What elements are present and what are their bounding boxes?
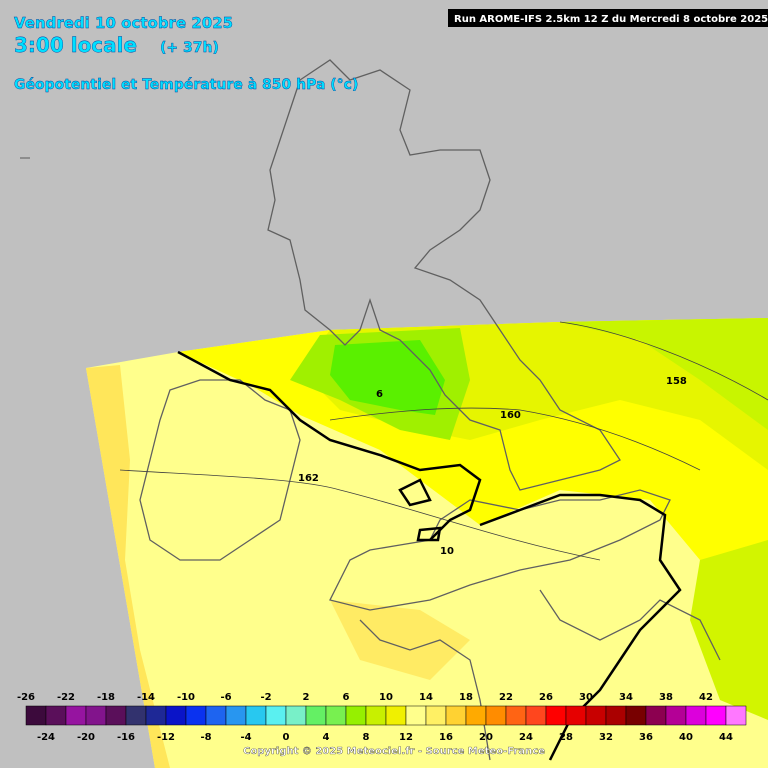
- coastline: [359, 589, 721, 761]
- scale-swatch: [705, 705, 727, 726]
- scale-swatch: [685, 705, 707, 726]
- temperature-field: [690, 540, 768, 720]
- scale-swatch: [165, 705, 187, 726]
- scale-label: 36: [639, 732, 653, 743]
- temperature-field: [560, 318, 768, 430]
- scale-swatch: [585, 705, 607, 726]
- geopotential-label: 162: [298, 473, 319, 484]
- scale-label: 10: [379, 692, 393, 703]
- scale-swatch: [525, 705, 547, 726]
- scale-label: 14: [419, 692, 433, 703]
- scale-label: 30: [579, 692, 593, 703]
- scale-label: -2: [260, 692, 271, 703]
- scale-label: 32: [599, 732, 613, 743]
- scale-swatch: [345, 705, 367, 726]
- lead-time: (+ 37h): [160, 40, 219, 56]
- scale-swatch: [725, 705, 747, 726]
- scale-label: -26: [17, 692, 35, 703]
- color-scale: -26-24-22-20-18-16-14-12-10-8-6-4-202468…: [17, 692, 747, 743]
- scale-label: -18: [97, 692, 115, 703]
- field-title: Géopotentiel et Température à 850 hPa (°…: [14, 77, 358, 93]
- scale-swatch: [485, 705, 507, 726]
- scale-swatch: [325, 705, 347, 726]
- scale-label: -22: [57, 692, 75, 703]
- scale-label: 42: [699, 692, 713, 703]
- coastline: [329, 489, 671, 611]
- scale-label: 16: [439, 732, 453, 743]
- scale-swatch: [545, 705, 567, 726]
- scale-swatch: [405, 705, 427, 726]
- run-box: [448, 9, 768, 27]
- scale-label: 40: [679, 732, 693, 743]
- scale-label: 24: [519, 732, 533, 743]
- scale-swatch: [445, 705, 467, 726]
- coastline: [139, 379, 301, 561]
- scale-label: -10: [177, 692, 195, 703]
- scale-label: -20: [77, 732, 95, 743]
- temperature-field: [330, 340, 445, 415]
- scale-label: 18: [459, 692, 473, 703]
- scale-label: 0: [283, 732, 290, 743]
- scale-label: -12: [157, 732, 175, 743]
- scale-swatch: [605, 705, 627, 726]
- temperature-field: [330, 600, 470, 680]
- geopotential-label: 158: [666, 376, 687, 387]
- scale-label: 6: [343, 692, 350, 703]
- scale-swatch: [285, 705, 307, 726]
- scale-swatch: [565, 705, 587, 726]
- scale-label: -6: [220, 692, 231, 703]
- temperature-field: [86, 365, 170, 768]
- scale-swatch: [85, 705, 107, 726]
- geopotential-label: 160: [500, 410, 521, 421]
- scale-swatch: [105, 705, 127, 726]
- scale-swatch: [65, 705, 87, 726]
- scale-label: -8: [200, 732, 211, 743]
- scale-swatch: [45, 705, 67, 726]
- temperature-label: 6: [376, 389, 383, 400]
- scale-label: 38: [659, 692, 673, 703]
- scale-swatch: [265, 705, 287, 726]
- scale-label: 4: [323, 732, 330, 743]
- scale-swatch: [625, 705, 647, 726]
- scale-swatch: [665, 705, 687, 726]
- scale-label: 12: [399, 732, 413, 743]
- scale-swatch: [505, 705, 527, 726]
- forecast-time: 3:00 locale: [14, 33, 137, 57]
- scale-label: -4: [240, 732, 251, 743]
- isotherm-line: [398, 478, 442, 542]
- scale-swatch: [185, 705, 207, 726]
- scale-swatch: [465, 705, 487, 726]
- scale-label: 44: [719, 732, 733, 743]
- scale-label: 34: [619, 692, 633, 703]
- scale-label: 20: [479, 732, 493, 743]
- scale-swatch: [145, 705, 167, 726]
- scale-label: 22: [499, 692, 513, 703]
- scale-label: 26: [539, 692, 553, 703]
- scale-swatch: [385, 705, 407, 726]
- scale-swatch: [245, 705, 267, 726]
- scale-swatch: [365, 705, 387, 726]
- scale-label: -24: [37, 732, 55, 743]
- copyright: Copyright © 2025 Meteociel.fr - Source M…: [243, 746, 545, 757]
- scale-label: -14: [137, 692, 155, 703]
- scale-swatch: [645, 705, 667, 726]
- run-info: Run AROME-IFS 2.5km 12 Z du Mercredi 8 o…: [454, 14, 768, 25]
- scale-label: 8: [363, 732, 370, 743]
- scale-label: 28: [559, 732, 573, 743]
- isotherm-line: [177, 350, 682, 761]
- scale-swatch: [225, 705, 247, 726]
- scale-swatch: [205, 705, 227, 726]
- scale-swatch: [425, 705, 447, 726]
- coastline: [267, 59, 621, 491]
- isoline: [119, 321, 768, 561]
- temperature-label: 10: [440, 546, 454, 557]
- scale-swatch: [25, 705, 47, 726]
- scale-label: 2: [303, 692, 310, 703]
- forecast-date: Vendredi 10 octobre 2025: [14, 14, 233, 32]
- scale-swatch: [125, 705, 147, 726]
- scale-label: -16: [117, 732, 135, 743]
- scale-swatch: [305, 705, 327, 726]
